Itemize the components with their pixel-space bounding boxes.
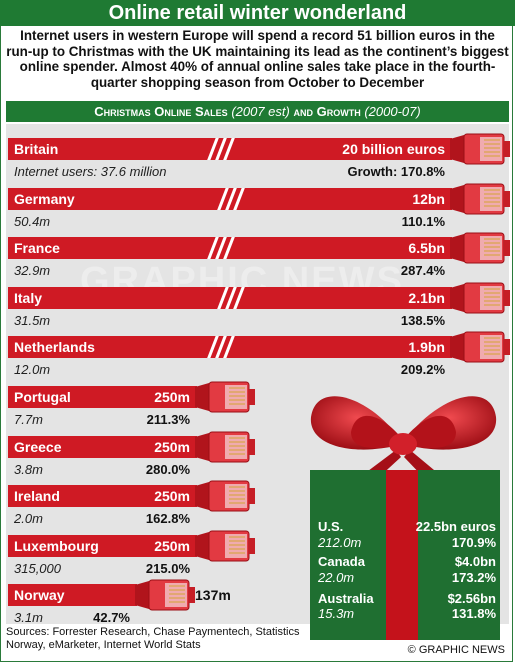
gift-sales: $2.56bn: [447, 591, 496, 606]
ethernet-plug-icon: [450, 331, 510, 363]
country-label: Greece: [14, 438, 62, 455]
country-label: Norway: [14, 587, 65, 604]
gift-ribbon: [386, 470, 418, 640]
intro-text: Internet users in western Europe will sp…: [6, 28, 509, 90]
internet-users-label: 7.7m: [14, 412, 43, 427]
bar-portugal: [8, 386, 197, 408]
internet-users-label: 3.1m: [14, 610, 43, 626]
internet-users-label: 32.9m: [14, 263, 51, 279]
page-title: Online retail winter wonderland: [0, 0, 515, 26]
internet-users-label: 12.0m: [14, 362, 51, 378]
value-label: 20 billion euros: [342, 141, 445, 157]
gift-country: Canada: [318, 554, 365, 569]
growth-label: 138.5%: [400, 312, 445, 328]
copyright-note: © GRAPHIC NEWS: [407, 644, 505, 656]
subtitle-est: (2007 est): [231, 104, 290, 119]
bar-greece: [8, 435, 197, 458]
ethernet-plug-icon: [450, 232, 510, 264]
country-label: Germany: [14, 190, 75, 207]
axis-break-mark: [217, 187, 245, 210]
value-label: 12bn: [412, 190, 445, 207]
internet-users-label: 315,000: [14, 560, 61, 576]
gift-country: U.S.: [318, 519, 344, 534]
country-label: Ireland: [14, 488, 60, 505]
internet-users-label: 3.8m: [14, 461, 43, 477]
ethernet-plug-icon: [195, 431, 255, 463]
growth-label: 42.7%: [93, 610, 130, 626]
country-label: Britain: [14, 141, 59, 157]
gift-bow-icon: [310, 396, 497, 480]
ethernet-plug-icon: [450, 282, 510, 314]
internet-users-label: 2.0m: [14, 511, 43, 527]
ethernet-plug-icon: [195, 381, 255, 413]
growth-label: 162.8%: [145, 511, 190, 527]
gift-growth: 173.2%: [451, 570, 496, 585]
subtitle-and: and Growth: [293, 104, 361, 119]
gift-growth: 131.8%: [451, 606, 496, 621]
country-label: Netherlands: [14, 339, 95, 356]
bar-luxembourg: [8, 534, 197, 557]
growth-label: 110.1%: [401, 213, 445, 229]
subtitle-main: Christmas Online Sales: [94, 104, 228, 119]
ethernet-plug-icon: [195, 530, 255, 562]
value-label: 250m: [154, 438, 190, 455]
gift-country: Australia: [318, 591, 374, 606]
axis-break-mark: [207, 138, 235, 160]
value-label: 250m: [154, 537, 190, 554]
growth-label: 280.0%: [145, 461, 190, 477]
axis-break-mark: [217, 286, 245, 309]
sources-note: Sources: Forrester Research, Chase Payme…: [6, 626, 300, 651]
gift-users: 15.3m: [318, 606, 355, 621]
axis-break-mark: [207, 237, 235, 260]
country-label: Portugal: [14, 389, 71, 405]
country-label: Luxembourg: [14, 537, 99, 554]
value-label: 1.9bn: [408, 339, 445, 356]
growth-label: Growth: 170.8%: [347, 164, 445, 179]
value-label: 2.1bn: [408, 289, 445, 306]
country-label: France: [14, 240, 60, 257]
ethernet-plug-icon: [135, 579, 195, 611]
gift-growth: 170.9%: [451, 535, 496, 550]
internet-users-label: 31.5m: [14, 312, 51, 328]
gift-users: 212.0m: [318, 535, 362, 550]
value-label: 250m: [154, 389, 190, 405]
ethernet-plug-icon: [450, 183, 510, 215]
internet-users-label: Internet users: 37.6 million: [14, 164, 167, 179]
axis-break-mark: [207, 336, 235, 359]
chart-subtitle: Christmas Online Sales (2007 est) and Gr…: [6, 101, 509, 122]
gift-sales: $4.0bn: [454, 554, 496, 569]
gift-users: 22.0m: [318, 570, 355, 585]
ethernet-plug-icon: [450, 133, 510, 165]
internet-users-label: 50.4m: [14, 213, 51, 229]
growth-label: 287.4%: [400, 263, 445, 279]
growth-label: 215.0%: [145, 560, 190, 576]
growth-label: 209.2%: [400, 362, 445, 378]
ethernet-plug-icon: [195, 480, 255, 512]
bar-ireland: [8, 485, 197, 508]
subtitle-years: (2000-07): [364, 104, 421, 119]
value-label: 137m: [195, 587, 231, 604]
growth-label: 211.3%: [146, 412, 190, 427]
gift-sales: 22.5bn euros: [415, 519, 496, 534]
value-label: 6.5bn: [408, 240, 445, 257]
country-label: Italy: [14, 289, 43, 306]
bar-norway: [8, 584, 137, 607]
value-label: 250m: [154, 488, 190, 505]
